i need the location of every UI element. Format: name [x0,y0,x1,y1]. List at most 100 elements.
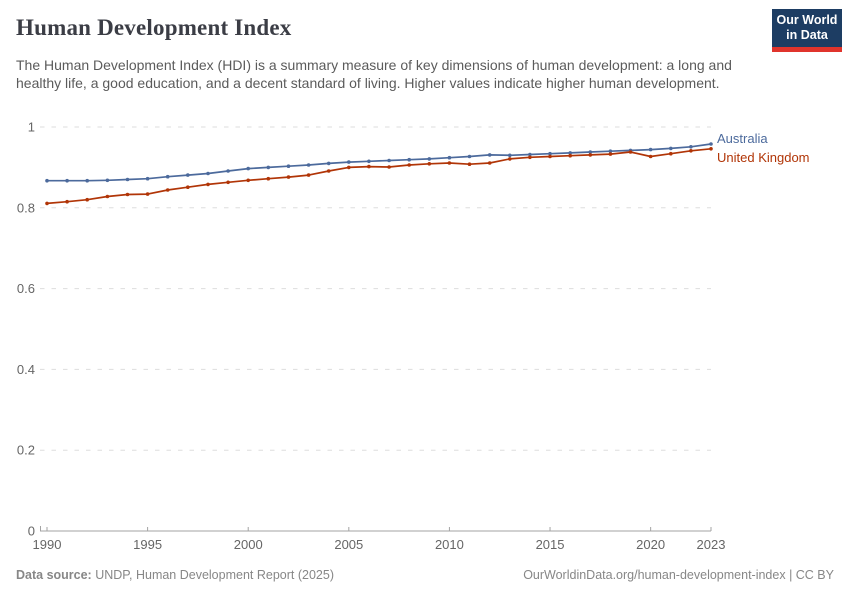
data-point-australia-2000[interactable] [246,166,250,171]
data-point-australia-2022[interactable] [689,145,693,149]
data-point-australia-2008[interactable] [407,157,412,162]
data-point-united-kingdom-1994[interactable] [125,192,130,197]
y-tick-label: 0.6 [17,281,35,296]
data-point-australia-2005[interactable] [347,160,351,164]
data-point-australia-2012[interactable] [487,153,492,157]
owid-logo-line1: Our World [776,13,838,27]
data-point-australia-1990[interactable] [45,178,49,183]
chart-footer: Data source: UNDP, Human Development Rep… [0,568,850,582]
legend-item-united-kingdom[interactable]: United Kingdom [717,150,810,165]
x-tick-label: 1990 [33,537,62,552]
footer-credit-link[interactable]: OurWorldinData.org/human-development-ind… [523,568,834,582]
series-line-australia[interactable] [46,143,712,182]
chart-subtitle: The Human Development Index (HDI) is a s… [16,57,732,91]
data-point-united-kingdom-2023[interactable] [709,147,713,151]
data-point-united-kingdom-2021[interactable] [669,151,673,156]
y-tick-label: 0.8 [17,200,35,215]
series-line-united-kingdom[interactable] [46,147,712,205]
data-point-united-kingdom-2000[interactable] [246,178,250,183]
data-point-australia-2015[interactable] [548,151,552,156]
data-point-united-kingdom-1999[interactable] [226,180,230,185]
owid-logo[interactable]: Our World in Data [772,9,842,52]
data-point-australia-1991[interactable] [65,178,69,183]
data-point-australia-2003[interactable] [306,163,311,167]
data-point-australia-2004[interactable] [326,161,331,166]
data-point-united-kingdom-2022[interactable] [689,149,693,153]
data-point-united-kingdom-2006[interactable] [367,164,371,169]
data-point-united-kingdom-2004[interactable] [326,169,331,173]
data-point-united-kingdom-2010[interactable] [447,161,452,165]
data-source-value: UNDP, Human Development Report (2025) [91,568,334,582]
data-point-australia-2018[interactable] [608,149,613,153]
series-united-kingdom[interactable] [45,147,713,206]
data-point-australia-1999[interactable] [226,169,230,173]
data-point-united-kingdom-2007[interactable] [387,165,391,169]
data-source-note: Data source: UNDP, Human Development Rep… [16,568,334,582]
data-point-australia-1998[interactable] [206,171,210,176]
data-point-united-kingdom-1996[interactable] [165,188,170,192]
data-point-australia-2016[interactable] [568,151,572,155]
data-point-united-kingdom-2017[interactable] [588,153,593,157]
data-point-united-kingdom-2018[interactable] [608,152,613,156]
data-source-label: Data source: [16,568,92,582]
data-point-united-kingdom-2011[interactable] [467,162,472,166]
data-point-united-kingdom-1993[interactable] [105,194,110,199]
x-tick-label: 2015 [536,537,565,552]
data-point-australia-2010[interactable] [447,155,452,160]
data-point-australia-1992[interactable] [85,178,89,183]
y-tick-label: 1 [28,120,35,135]
data-point-united-kingdom-2015[interactable] [548,154,552,159]
data-point-united-kingdom-2016[interactable] [568,153,572,158]
data-point-australia-1993[interactable] [105,178,110,183]
y-tick-label: 0.2 [17,443,35,458]
x-tick-label: 2000 [234,537,263,552]
x-tick-label: 2023 [697,537,726,552]
data-point-australia-1994[interactable] [125,177,130,182]
data-point-australia-2009[interactable] [427,157,432,161]
data-point-united-kingdom-2002[interactable] [286,175,291,179]
data-point-united-kingdom-2013[interactable] [508,157,512,161]
data-point-australia-2011[interactable] [467,154,472,159]
data-point-australia-2002[interactable] [286,164,291,168]
data-point-australia-2014[interactable] [528,152,532,157]
data-point-australia-1995[interactable] [145,176,150,181]
page-title: Human Development Index [16,15,292,40]
data-point-united-kingdom-2012[interactable] [487,161,492,165]
x-axis: 1990 1995 2000 2005 2010 2015 2020 2023 [33,526,726,552]
owid-logo-line2: in Data [786,28,828,42]
x-tick-label: 2005 [334,537,363,552]
data-point-united-kingdom-1997[interactable] [186,185,190,189]
data-point-united-kingdom-1998[interactable] [206,182,210,187]
data-point-united-kingdom-1990[interactable] [45,201,49,206]
legend-item-australia[interactable]: Australia [717,131,768,146]
data-point-united-kingdom-2014[interactable] [528,155,532,160]
x-tick-label: 2010 [435,537,464,552]
data-point-australia-2006[interactable] [367,159,371,164]
data-point-united-kingdom-2009[interactable] [427,162,432,166]
data-point-australia-2020[interactable] [648,147,653,152]
series-australia[interactable] [45,142,713,183]
data-point-australia-2021[interactable] [669,146,673,151]
y-tick-label: 0.4 [17,362,35,377]
data-point-united-kingdom-1991[interactable] [65,199,69,204]
x-tick-label: 2020 [636,537,665,552]
data-point-australia-2001[interactable] [266,165,271,170]
data-point-united-kingdom-2008[interactable] [407,163,412,167]
data-point-united-kingdom-2020[interactable] [648,154,653,159]
data-point-australia-2007[interactable] [387,158,391,163]
data-point-australia-2017[interactable] [588,150,593,154]
data-point-australia-2013[interactable] [508,153,512,158]
y-tick-label: 0 [28,524,35,539]
data-point-united-kingdom-2003[interactable] [306,173,311,177]
y-axis: 0 0.2 0.4 0.6 0.8 1 [17,120,711,539]
data-point-australia-1996[interactable] [165,174,170,179]
data-point-united-kingdom-2019[interactable] [628,150,633,154]
data-point-united-kingdom-1992[interactable] [85,197,89,202]
data-point-united-kingdom-2005[interactable] [347,165,351,170]
data-point-united-kingdom-2001[interactable] [266,176,271,181]
data-point-australia-2023[interactable] [709,142,713,146]
data-point-united-kingdom-1995[interactable] [145,192,150,196]
data-point-australia-1997[interactable] [186,173,190,177]
